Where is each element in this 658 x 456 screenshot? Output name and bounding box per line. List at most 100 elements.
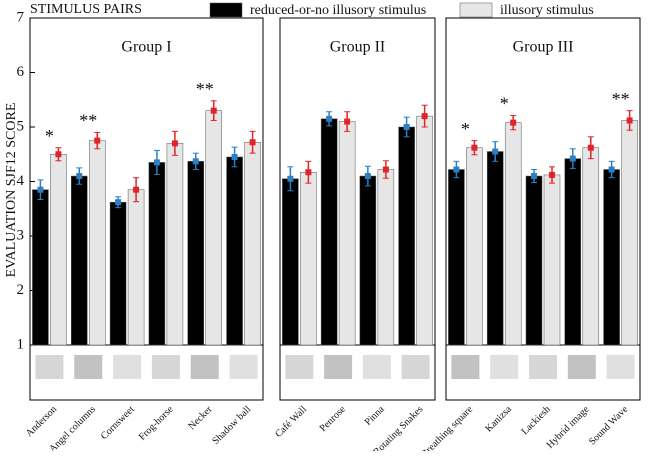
mean-marker: [76, 173, 83, 180]
bar: [525, 175, 543, 346]
y-tick-label: 1: [17, 336, 25, 352]
bar: [603, 169, 620, 346]
thumbnail: [401, 355, 430, 379]
thumbnail: [362, 355, 391, 379]
mean-marker: [210, 107, 217, 114]
y-axis-label: EVALUATION SJF12 SCORE: [4, 103, 19, 278]
mean-marker: [403, 124, 410, 130]
y-tick-label: 6: [17, 64, 25, 80]
mean-marker: [55, 151, 62, 158]
bar: [300, 171, 317, 346]
mean-marker: [192, 158, 199, 165]
bar: [486, 151, 504, 346]
legend-label: illusory stimulus: [500, 3, 594, 18]
legend-swatch: [209, 2, 243, 18]
legend-label: reduced-or-no illusory stimulus: [250, 3, 426, 18]
mean-marker: [37, 186, 44, 193]
bar: [282, 178, 299, 346]
thumbnail: [151, 355, 180, 379]
image-strip-frame: [29, 344, 264, 401]
bar: [621, 120, 638, 346]
x-tick-label: Sound Wave: [587, 404, 631, 448]
mean-marker: [626, 117, 633, 124]
x-tick-label: Kanizsa: [483, 404, 514, 435]
bar: [50, 154, 67, 346]
x-tick-label: Necker: [186, 403, 215, 432]
mean-marker: [382, 166, 389, 173]
mean-marker: [587, 144, 594, 151]
mean-marker: [364, 173, 371, 180]
mean-marker: [608, 166, 615, 173]
mean-marker: [421, 113, 428, 120]
group-title: Group I: [121, 39, 171, 56]
x-tick-label: Anderson: [24, 404, 59, 439]
bar: [166, 143, 184, 346]
thumbnail: [229, 355, 258, 379]
bar: [32, 189, 49, 346]
thumbnail: [190, 355, 219, 379]
mean-marker: [287, 175, 294, 182]
legend-title: STIMULUS PAIRS: [30, 2, 142, 17]
mean-marker: [492, 148, 499, 155]
group-title: Group II: [330, 39, 386, 56]
image-strip-frame: [445, 344, 641, 401]
mean-marker: [510, 119, 517, 126]
mean-marker: [549, 171, 555, 178]
y-tick-label: 3: [17, 227, 25, 243]
bar: [187, 161, 204, 346]
image-strip-frame: [279, 344, 436, 401]
mean-marker: [171, 140, 178, 147]
bar: [148, 162, 166, 346]
mean-marker: [115, 199, 122, 206]
bar: [504, 122, 522, 346]
bar: [416, 115, 433, 346]
x-tick-label: Penrose: [318, 404, 349, 435]
bar: [109, 201, 127, 346]
bar: [320, 118, 338, 346]
mean-marker: [569, 155, 576, 162]
mean-marker: [531, 173, 537, 180]
bar: [127, 189, 145, 346]
bar: [338, 121, 356, 346]
mean-marker: [249, 139, 256, 146]
significance: **: [612, 89, 630, 109]
thumbnail: [529, 355, 557, 379]
bar: [89, 140, 106, 346]
x-tick-label: Shadow ball: [210, 404, 253, 447]
thumbnail: [324, 355, 353, 379]
x-tick-label: Hybrid image: [545, 404, 592, 451]
x-tick-label: Lackiesh: [519, 404, 552, 437]
bar: [448, 169, 465, 346]
y-tick-label: 4: [17, 173, 25, 189]
mean-marker: [231, 153, 238, 160]
bar: [377, 169, 395, 346]
thumbnail: [567, 355, 596, 379]
bar: [244, 142, 261, 346]
thumbnail: [74, 355, 103, 379]
mean-marker: [471, 144, 478, 151]
x-tick-label: Cornsweet: [99, 404, 137, 442]
mean-marker: [153, 159, 160, 166]
thumbnail: [606, 355, 635, 379]
mean-marker: [326, 115, 333, 122]
thumbnail: [113, 355, 142, 379]
bar: [205, 110, 222, 346]
thumbnail: [285, 355, 314, 379]
mean-marker: [305, 169, 312, 176]
thumbnail: [490, 355, 519, 379]
mean-marker: [133, 186, 140, 193]
y-tick-label: 2: [17, 282, 25, 298]
x-tick-label: Café Wall: [273, 404, 309, 440]
significance: **: [79, 111, 97, 131]
significance: *: [461, 119, 470, 139]
bar: [226, 156, 243, 346]
bar: [359, 175, 377, 346]
significance: *: [45, 126, 54, 146]
x-tick-label: Pinna: [363, 404, 387, 428]
bar: [466, 147, 483, 346]
group-title: Group III: [513, 39, 574, 56]
bar: [582, 147, 600, 346]
bar: [543, 174, 561, 346]
thumbnail: [35, 355, 64, 379]
